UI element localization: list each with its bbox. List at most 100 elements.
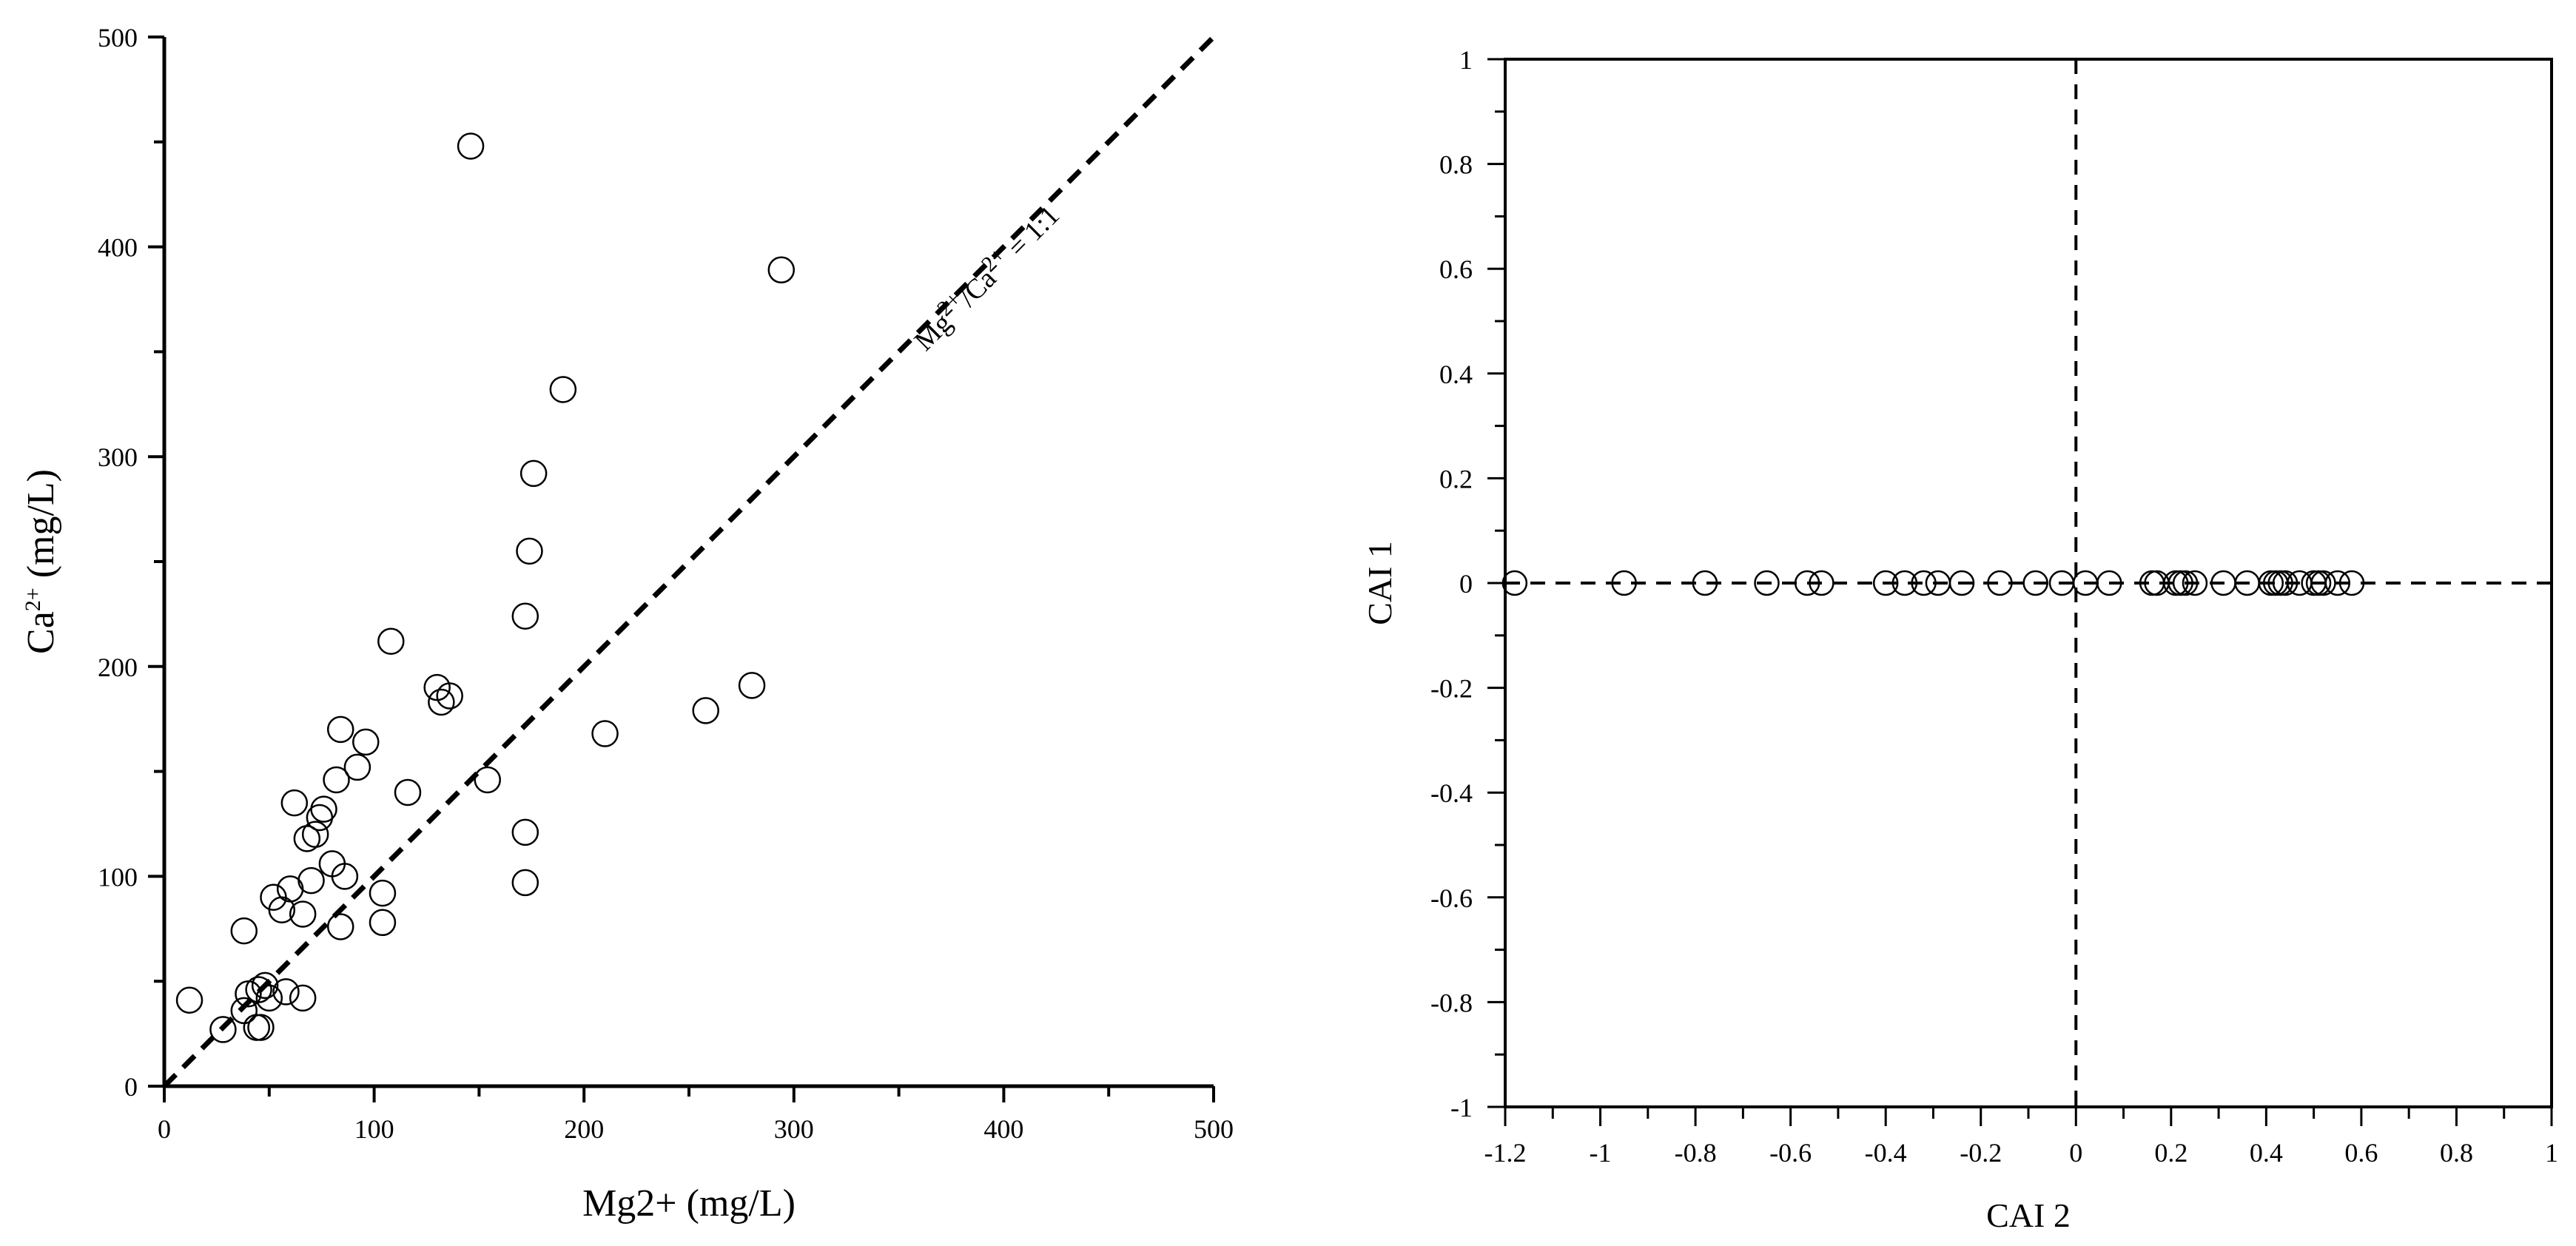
right-x-axis-title: CAI 2 [1986,1196,2071,1234]
data-point [1987,570,2013,596]
left-y-tick-label: 300 [98,442,138,472]
data-point [272,978,300,1006]
data-point [289,984,317,1012]
data-point [457,132,485,160]
ca-vs-mg-scatter-chart: 0 100 200 300 400 500 0 100 200 300 400 500 Mg2+/Ca… [20,23,1234,1225]
left-x-tick-label: 400 [983,1114,1023,1144]
right-y-tick-label: 0.4 [1439,360,1473,389]
right-y-tick-label: 1 [1459,45,1473,75]
data-point [369,909,397,937]
data-point [280,789,309,817]
right-data-points [1501,570,2365,596]
data-point [692,697,719,724]
right-y-tick-label: -0.4 [1430,778,1473,808]
data-point [1611,570,1637,596]
right-ticks: -1.2 -1 -0.8 -0.6 -0.4 -0.2 0 0.2 0.4 0.6 0.8 1 -1 -0… [1430,45,2558,1168]
data-point [511,869,539,897]
data-point [1809,570,1835,596]
left-y-tick-label: 500 [98,23,138,53]
data-point [519,459,548,488]
left-x-axis-title: Mg2+ (mg/L) [582,1182,796,1225]
left-ylabel-sup: 2+ [21,587,45,611]
left-x-tick-label: 100 [354,1114,394,1144]
data-point [767,256,796,284]
right-y-tick-label: 0 [1459,569,1473,599]
reference-line-label: Mg2+/Ca2+ = 1:1 [905,196,1066,357]
data-point [175,986,204,1014]
left-data-points [175,132,796,1043]
data-point [1911,570,1937,596]
left-y-tick-label: 100 [98,862,138,892]
right-x-tick-label: 0.2 [2154,1138,2187,1168]
left-y-axis-title: Ca2+ (mg/L) [20,469,62,654]
right-y-tick-label: -0.8 [1430,988,1473,1017]
data-point [511,818,539,846]
data-point [2272,570,2298,596]
left-x-tick-label: 500 [1194,1114,1234,1144]
data-point [1754,570,1780,596]
right-x-tick-label: -0.6 [1769,1138,1812,1168]
data-point [301,821,329,848]
data-point [2022,570,2048,596]
left-xlabel-main: Mg2+ [582,1182,677,1225]
data-point [323,766,350,794]
data-point [369,879,397,907]
data-point [436,682,463,710]
data-point [230,917,258,945]
data-point [331,863,359,890]
data-point [352,728,380,756]
left-y-tick-label: 400 [98,233,138,263]
right-y-tick-label: -0.6 [1430,883,1473,913]
right-x-tick-label: 0.4 [2250,1138,2283,1168]
data-point [511,602,539,630]
data-point [516,537,543,565]
left-ticks: 0 100 200 300 400 500 0 100 200 300 400 500 [98,23,1234,1144]
data-point [289,900,317,928]
data-point [255,984,283,1012]
data-point [251,971,279,1000]
right-y-tick-label: 0.2 [1439,464,1473,494]
data-point [394,778,422,806]
data-point [1501,570,1528,596]
cai-scatter-chart: -1.2 -1 -0.8 -0.6 -0.4 -0.2 0 0.2 0.4 0.6 0.8 1 -1 -0… [1361,45,2558,1234]
right-y-tick-label: -1 [1450,1093,1473,1122]
right-x-tick-label: -0.8 [1675,1138,1717,1168]
data-point [1794,570,1820,596]
right-x-tick-label: -0.2 [1960,1138,2002,1168]
data-point [738,672,766,699]
data-point [549,376,577,403]
data-point [1872,570,1899,596]
right-x-tick-label: 0.8 [2440,1138,2473,1168]
data-point [343,753,371,781]
data-point [428,688,455,716]
right-x-tick-label: -1.2 [1484,1138,1527,1168]
data-point [2324,570,2351,596]
left-ylabel-main: Ca [20,611,62,654]
right-x-tick-label: 0.6 [2344,1138,2378,1168]
data-point [2338,570,2365,596]
data-point [209,1016,237,1043]
data-point [326,913,354,940]
right-x-tick-label: -1 [1590,1138,1612,1168]
data-point [1692,570,1718,596]
data-point [2096,570,2122,596]
right-x-tick-label: 0 [2069,1138,2082,1168]
data-point [2172,570,2199,596]
right-y-tick-label: 0.8 [1439,150,1473,180]
left-x-tick-label: 300 [774,1114,814,1144]
right-y-tick-label: 0.6 [1439,255,1473,284]
data-point [1891,570,1918,596]
data-point [306,804,334,832]
left-x-tick-label: 0 [158,1114,171,1144]
data-point [326,715,354,744]
data-point [230,997,258,1025]
data-point [474,766,501,794]
right-x-tick-label: 1 [2545,1138,2558,1168]
data-point [297,866,325,895]
left-xlabel-unit: (mg/L) [677,1182,796,1225]
left-ylabel-unit: (mg/L) [20,469,62,587]
right-y-axis-title: CAI 1 [1361,541,1399,625]
left-y-tick-label: 200 [98,653,138,682]
data-point [377,627,405,656]
